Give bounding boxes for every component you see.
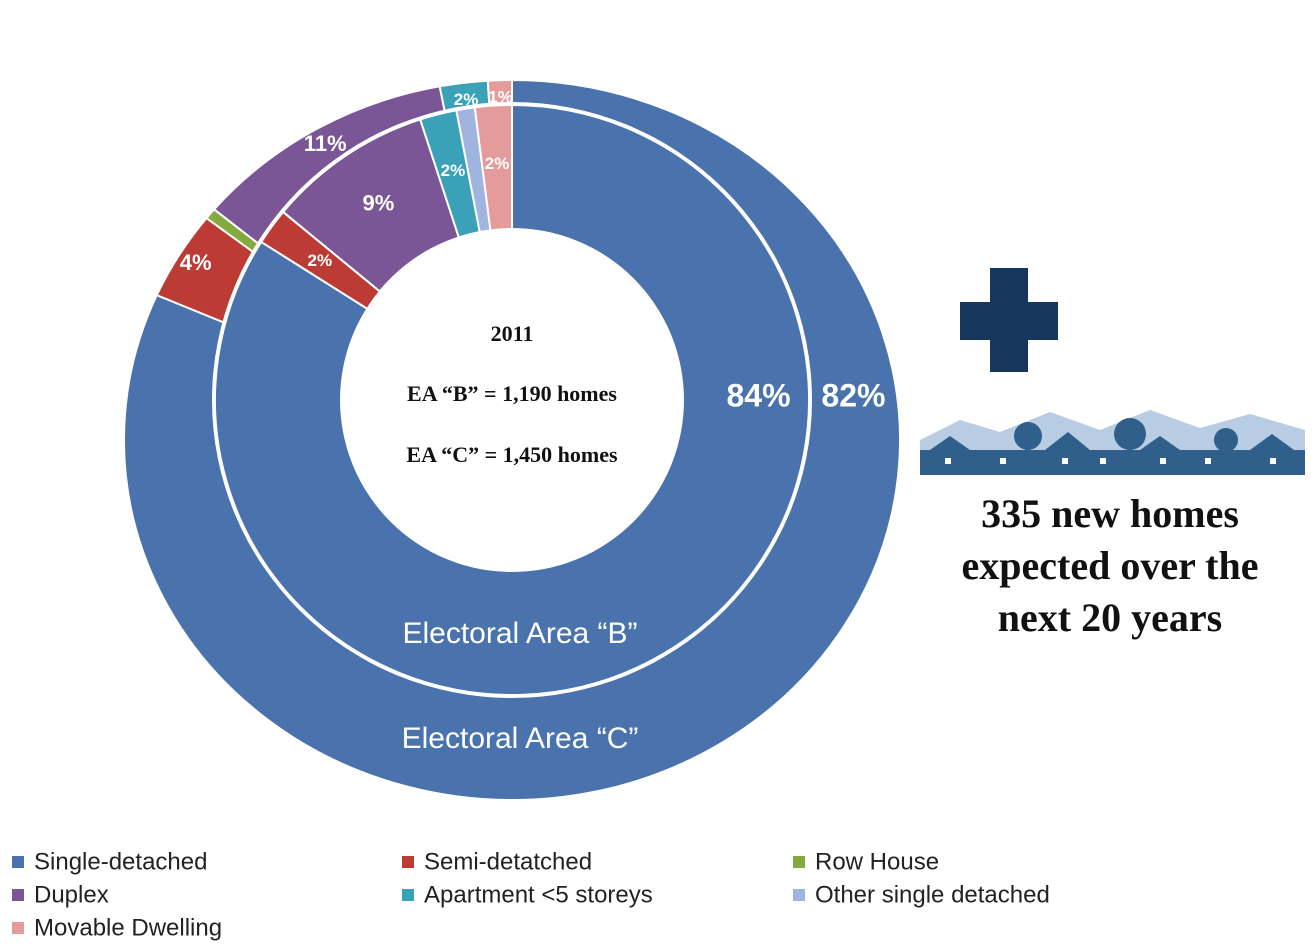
value-label: 11%	[304, 131, 347, 156]
chart: 82% 4% 11% 2% 1% Electoral Area “C” 84% 2% 9% 2% 2…	[0, 0, 1314, 944]
side-line: next 20 years	[910, 592, 1310, 644]
value-label: 2%	[454, 90, 479, 109]
plus-icon	[960, 268, 1058, 372]
legend-swatch	[402, 856, 414, 868]
value-label: 2%	[307, 251, 332, 270]
center-text: 2011	[491, 321, 534, 346]
houses-icon	[920, 410, 1305, 475]
legend-label: Movable Dwelling	[34, 914, 222, 941]
value-label: 9%	[363, 191, 395, 216]
side-text: 335 new homes expected over the next 20 …	[910, 488, 1310, 644]
value-label: 1%	[488, 88, 513, 107]
legend-label: Semi-detatched	[424, 848, 592, 875]
side-line: expected over the	[910, 540, 1310, 592]
value-label: 84%	[726, 377, 790, 413]
side-line: 335 new homes	[910, 488, 1310, 540]
legend-swatch	[793, 889, 805, 901]
ring-name: Electoral Area “B”	[402, 617, 637, 650]
legend-swatch	[12, 922, 24, 934]
page: 82% 4% 11% 2% 1% Electoral Area “C” 84% 2% 9% 2% 2…	[0, 0, 1314, 944]
legend-label: Single-detached	[34, 848, 207, 875]
value-label: 4%	[180, 250, 212, 275]
ring-name: Electoral Area “C”	[402, 722, 639, 755]
legend-label: Row House	[815, 848, 939, 875]
legend-label: Other single detached	[815, 881, 1050, 908]
legend-swatch	[793, 856, 805, 868]
value-label: 82%	[821, 377, 885, 413]
legend-swatch	[402, 889, 414, 901]
legend-label: Duplex	[34, 881, 109, 908]
legend-label: Apartment <5 storeys	[424, 881, 653, 908]
center-text: EA “C” = 1,450 homes	[406, 442, 618, 467]
legend-swatch	[12, 856, 24, 868]
legend-swatch	[12, 889, 24, 901]
value-label: 2%	[485, 154, 510, 173]
center-text: EA “B” = 1,190 homes	[407, 381, 617, 406]
value-label: 2%	[441, 161, 466, 180]
